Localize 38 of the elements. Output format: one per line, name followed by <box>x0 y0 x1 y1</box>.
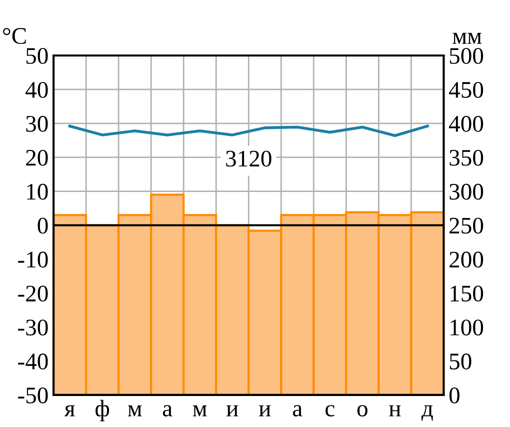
y2-tick-label: 150 <box>450 286 484 302</box>
y-tick-label: 20 <box>26 150 48 166</box>
line-series <box>68 124 429 138</box>
annotation: 3120 <box>226 150 272 167</box>
x-tick-label: с <box>326 405 334 416</box>
y-tick-label: -10 <box>18 252 48 268</box>
x-tick-label: и <box>258 405 271 416</box>
y2-tick-label: 500 <box>450 48 484 64</box>
x-tick-label: я <box>64 405 75 416</box>
y-tick-label: -40 <box>18 354 48 370</box>
x-tick-label: а <box>292 405 302 416</box>
x-tick-label: н <box>389 405 401 416</box>
y2-tick-label: 100 <box>450 320 484 336</box>
y-tick-label: 10 <box>27 184 48 200</box>
y-tick-label: 40 <box>26 82 48 98</box>
y2-tick-label: 450 <box>449 82 484 98</box>
x-tick-label: м <box>192 405 207 416</box>
y2-tick-label: 400 <box>449 116 484 132</box>
y-tick-label: -20 <box>18 286 48 302</box>
x-tick-label: м <box>128 405 142 416</box>
y2-axis-title: мм <box>452 32 482 44</box>
y-tick-label: 0 <box>38 218 48 234</box>
y2-tick-label: 200 <box>450 252 484 268</box>
y2-tick-label: 300 <box>450 184 484 200</box>
y-tick-label: -30 <box>18 320 48 336</box>
y2-tick-label: 50 <box>450 354 472 370</box>
x-tick-label: ф <box>96 400 110 422</box>
y-tick-label: 50 <box>26 48 48 64</box>
y2-tick-label: 0 <box>449 387 460 404</box>
x-tick-label: о <box>357 405 368 416</box>
y-tick-label: -50 <box>18 387 48 404</box>
y2-tick-label: 250 <box>450 218 484 234</box>
x-tick-label: и <box>226 405 238 416</box>
y-axis-title: °C <box>3 28 26 44</box>
x-tick-label: д <box>421 405 433 421</box>
y-tick-label: 30 <box>26 116 48 132</box>
x-tick-label: а <box>162 405 172 416</box>
y2-tick-label: 350 <box>450 150 484 166</box>
